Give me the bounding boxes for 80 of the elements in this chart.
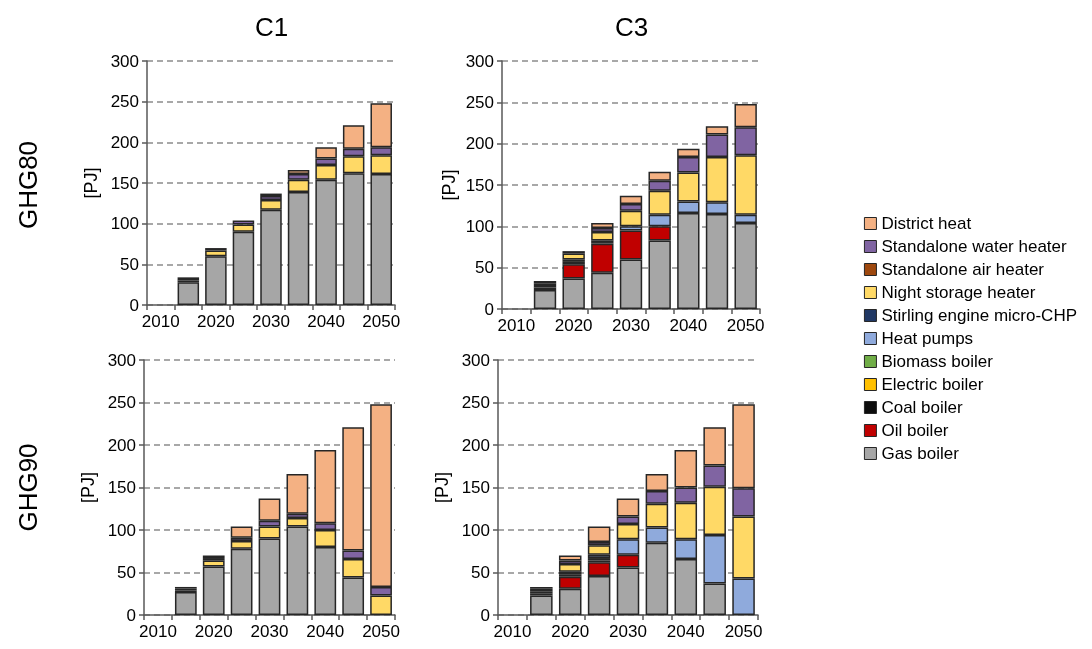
chart-title: C3 xyxy=(615,12,649,42)
legend-label: Standalone water heater xyxy=(881,237,1068,256)
x-tick-label: 2040 xyxy=(666,622,705,641)
chart-title: C1 xyxy=(255,12,289,42)
legend-label: Biomass boiler xyxy=(881,352,994,371)
x-tick-label: 2030 xyxy=(252,312,290,331)
y-tick-label: 300 xyxy=(461,350,490,370)
y-axis-title: [PJ] xyxy=(431,471,452,504)
legend-label: Oil boiler xyxy=(881,421,949,440)
x-tick-label: 2020 xyxy=(196,312,235,331)
bar xyxy=(177,282,200,305)
legend-label: Electric boiler xyxy=(881,375,984,394)
x-tick-label: 2010 xyxy=(493,622,532,641)
bar xyxy=(591,232,614,241)
y-axis-title: [PJ] xyxy=(77,471,98,504)
x-tick-label: 2030 xyxy=(612,316,650,335)
x-tick-label: 2050 xyxy=(724,622,763,641)
y-tick-label: 0 xyxy=(129,295,139,315)
y-tick-label: 200 xyxy=(465,134,494,154)
bar xyxy=(587,526,611,542)
y-tick-label: 50 xyxy=(120,254,139,274)
legend-label: District heat xyxy=(881,214,972,233)
x-tick-label: 2030 xyxy=(250,622,289,641)
y-tick-label: 0 xyxy=(484,299,494,319)
y-tick-label: 250 xyxy=(110,92,139,112)
bar xyxy=(562,253,585,260)
x-tick-label: 2050 xyxy=(362,622,400,641)
legend-label: Heat pumps xyxy=(881,329,974,348)
x-tick-label: 2030 xyxy=(609,622,647,641)
legend-label: Coal boiler xyxy=(881,398,964,417)
x-tick-label: 2050 xyxy=(362,312,401,331)
bar xyxy=(530,595,553,615)
bar xyxy=(558,564,582,572)
y-tick-label: 250 xyxy=(461,393,490,412)
bar xyxy=(174,592,197,615)
y-tick-label: 100 xyxy=(461,520,490,540)
legend-label: Stirling engine micro-CHP xyxy=(881,306,1078,325)
x-tick-label: 2020 xyxy=(551,622,590,641)
y-tick-label: 300 xyxy=(110,51,139,71)
y-tick-label: 200 xyxy=(110,132,139,152)
y-tick-label: 0 xyxy=(480,605,490,625)
legend-label: Standalone air heater xyxy=(881,260,1045,279)
bar xyxy=(558,555,582,561)
y-tick-label: 300 xyxy=(465,51,494,71)
y-tick-label: 300 xyxy=(107,350,136,370)
x-tick-label: 2020 xyxy=(194,622,233,641)
y-tick-label: 100 xyxy=(465,216,494,236)
legend-label: Gas boiler xyxy=(881,444,960,463)
bar xyxy=(230,526,253,538)
y-tick-label: 200 xyxy=(461,435,490,455)
y-tick-label: 200 xyxy=(107,435,136,455)
legend-label: Night storage heater xyxy=(881,283,1036,302)
y-tick-label: 0 xyxy=(126,605,136,625)
y-tick-label: 150 xyxy=(110,173,139,193)
y-tick-label: 50 xyxy=(471,563,490,582)
y-tick-label: 50 xyxy=(475,258,494,278)
y-tick-label: 250 xyxy=(107,393,136,412)
text: GHG90 xyxy=(13,443,43,532)
y-tick-label: 150 xyxy=(461,478,490,497)
x-tick-label: 2010 xyxy=(141,312,180,331)
y-tick-label: 150 xyxy=(107,478,136,497)
y-axis-title: [PJ] xyxy=(439,169,459,201)
x-tick-label: 2010 xyxy=(497,316,536,335)
y-tick-label: 100 xyxy=(110,214,139,234)
text: GHG80 xyxy=(13,140,43,230)
bar xyxy=(591,223,614,228)
bar xyxy=(286,473,309,514)
y-tick-label: 100 xyxy=(107,520,136,540)
bar xyxy=(533,289,557,309)
x-tick-label: 2050 xyxy=(726,316,765,335)
y-tick-label: 50 xyxy=(117,563,136,582)
x-tick-label: 2040 xyxy=(306,622,345,641)
x-tick-label: 2020 xyxy=(554,316,593,335)
y-axis-title: [PJ] xyxy=(80,167,101,199)
y-tick-label: 250 xyxy=(465,92,494,112)
bar xyxy=(587,545,611,555)
x-tick-label: 2040 xyxy=(307,312,346,331)
y-tick-label: 150 xyxy=(465,175,494,195)
x-tick-label: 2040 xyxy=(669,316,708,335)
x-tick-label: 2010 xyxy=(139,622,177,641)
